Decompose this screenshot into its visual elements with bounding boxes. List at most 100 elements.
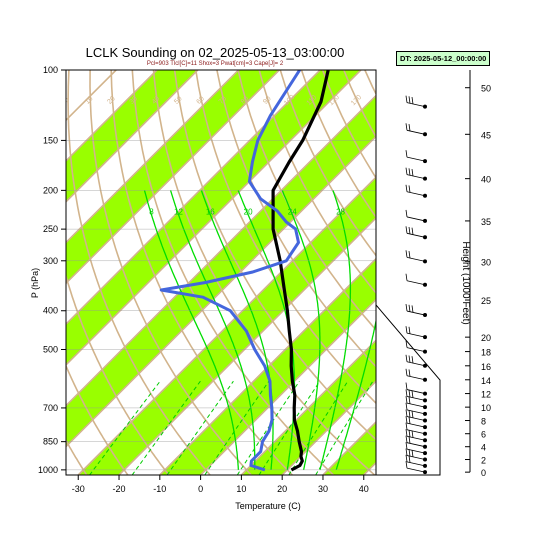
x-tick-label: 0 xyxy=(198,484,203,494)
y-tick-label: 200 xyxy=(43,185,58,195)
mixing-ratio-line xyxy=(288,380,349,475)
wind-barb-flag xyxy=(408,449,411,457)
dry-adiabat-line xyxy=(66,438,88,475)
wind-barb-flag xyxy=(405,95,408,103)
wind-barb-staff xyxy=(406,448,426,454)
wind-barb-flag xyxy=(405,454,408,462)
wind-barb-flag xyxy=(405,184,408,192)
dry-adiabat-label: 130 xyxy=(350,94,363,107)
wind-barb-staff xyxy=(406,409,426,415)
moist-adiabat-line xyxy=(143,190,240,470)
dry-adiabat-label: 50 xyxy=(173,95,184,106)
wind-barb-flag xyxy=(408,369,411,377)
x-tick-label: -20 xyxy=(113,484,126,494)
height-tick-label: 18 xyxy=(481,348,491,358)
wind-barb-flag xyxy=(408,168,411,176)
height-tick-label: 2 xyxy=(481,456,486,466)
wind-barb-flag xyxy=(408,226,411,235)
dry-adiabat-label: 90 xyxy=(262,95,273,106)
wind-barb-staff xyxy=(406,347,426,352)
wind-barb-flag xyxy=(408,429,411,437)
wind-barb-staff xyxy=(406,429,426,435)
mixing-ratio-line xyxy=(204,380,270,475)
wind-barb-staff xyxy=(406,216,426,222)
wind-barb-flag xyxy=(408,96,411,104)
wind-barb-flag xyxy=(405,150,408,158)
x-axis: -30 -20 -10 0 10 20 30 40 xyxy=(72,475,369,494)
wind-barb-flag xyxy=(408,396,411,404)
x-tick-label: 30 xyxy=(318,484,328,494)
x-tick-label: -30 xyxy=(72,484,85,494)
moist-adiabat-line xyxy=(335,318,376,471)
wind-barb-flag xyxy=(405,461,408,469)
dry-adiabat-line xyxy=(364,70,376,96)
dry-adiabat-label: 10 xyxy=(84,95,95,106)
x-tick-label: -10 xyxy=(153,484,166,494)
frame-extension-line xyxy=(375,295,441,476)
wind-barb-staff xyxy=(406,467,426,473)
wind-barb-flag xyxy=(408,304,411,312)
isotherm-line xyxy=(66,94,376,407)
height-tick-label: 0 xyxy=(481,468,486,478)
wind-barb-flag xyxy=(405,167,408,175)
isotherm-line xyxy=(66,70,362,366)
isotherm-line xyxy=(363,461,376,475)
wind-barb-flag xyxy=(405,435,408,443)
y-tick-label: 500 xyxy=(43,344,58,354)
moist-adiabat-label: 32 xyxy=(383,208,392,217)
isotherm-line xyxy=(66,70,321,326)
moist-adiabat-line xyxy=(237,190,296,470)
dry-adiabat-line xyxy=(258,70,376,295)
mixing-ratio-line xyxy=(258,380,321,475)
wind-barb-flag xyxy=(411,168,414,177)
wind-barb-staff xyxy=(406,389,426,394)
wind-barb-flag xyxy=(405,123,408,131)
dry-adiabat-label: 0 xyxy=(63,97,71,105)
wind-barb-flag xyxy=(405,409,408,417)
isotherm-line xyxy=(66,135,376,448)
wind-barb-flag xyxy=(405,250,408,258)
dry-adiabat-line xyxy=(195,70,376,405)
wind-barb-flag xyxy=(411,96,414,105)
x-tick-label: 10 xyxy=(236,484,246,494)
wind-barb-flag xyxy=(405,304,408,312)
wind-barb-flag xyxy=(405,442,408,450)
x-axis-label: Temperature (C) xyxy=(235,501,301,511)
dry-adiabat-label: 40 xyxy=(151,95,162,106)
moist-adiabat-line xyxy=(169,190,256,470)
dry-adiabat-label: 80 xyxy=(240,95,251,106)
dry-adiabat-line xyxy=(66,364,129,475)
alternating-temperature-bands xyxy=(66,70,376,475)
frame-extension xyxy=(375,295,441,476)
dry-adiabat-line xyxy=(66,273,170,475)
chart-subtitle: Pcl=903 Tlcl[C]=11 Shox=3 Pwat[cm]=3 Cap… xyxy=(146,61,284,67)
dry-adiabats xyxy=(66,70,540,475)
moist-adiabat-label: 12 xyxy=(174,208,183,217)
y-tick-label: 850 xyxy=(43,437,58,447)
sounding-profiles xyxy=(159,70,330,472)
height-axis: 0 2 4 6 8 10 12 14 16 18 20 25 30 35 40 45 50 xyxy=(465,70,491,478)
height-tick-label: 10 xyxy=(481,403,491,413)
dry-adiabat-line xyxy=(407,70,540,475)
wind-barb-flag xyxy=(405,429,408,437)
plot-frame xyxy=(65,69,377,476)
wind-barb-flag xyxy=(411,305,414,313)
height-tick-label: 14 xyxy=(481,376,491,386)
wind-barb-flag xyxy=(411,356,414,364)
dry-adiabat-line xyxy=(173,70,376,441)
isotherm-line xyxy=(445,70,540,475)
wind-barb-flag xyxy=(405,382,408,390)
dewpoint-profile-line xyxy=(159,70,301,472)
wind-barb-flag xyxy=(408,250,411,259)
moist-adiabat-label: 24 xyxy=(288,208,297,217)
height-tick-label: 20 xyxy=(481,333,491,343)
wind-barb-flag xyxy=(408,390,411,398)
wind-barb-flag xyxy=(411,390,414,398)
isotherm-line xyxy=(118,216,376,475)
height-tick-label: 6 xyxy=(481,430,486,440)
y-tick-label: 700 xyxy=(43,403,58,413)
wind-barb-flag xyxy=(408,410,411,418)
wind-barb-flag xyxy=(408,123,411,132)
mixing-ratio-line xyxy=(236,380,300,475)
